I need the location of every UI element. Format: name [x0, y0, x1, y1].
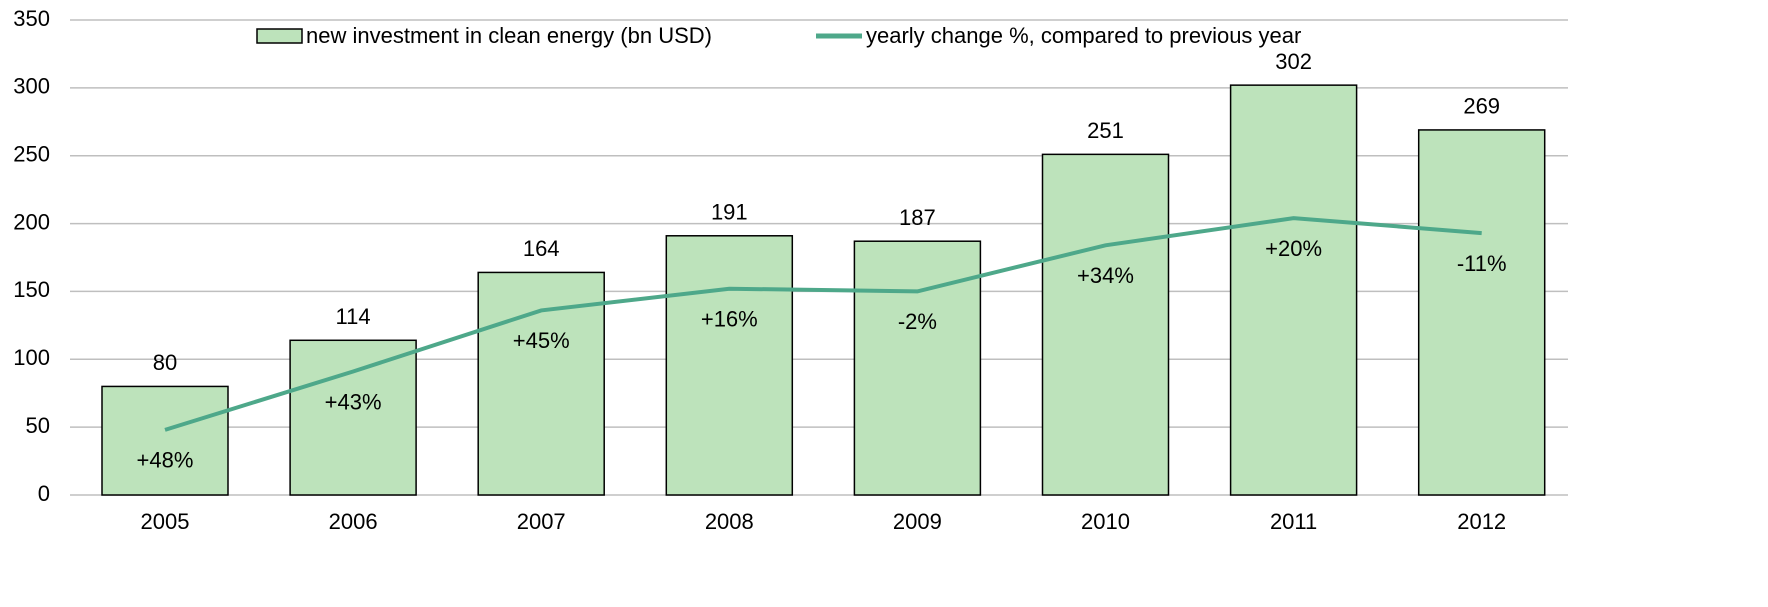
line-value-label: +34%	[1077, 263, 1134, 288]
line-value-label: -11%	[1457, 251, 1507, 276]
bar	[1229, 84, 1358, 496]
x-tick-label: 2005	[141, 509, 190, 534]
bar-value-label: 251	[1087, 118, 1124, 143]
line-value-label: +16%	[701, 307, 758, 332]
y-tick-label: 250	[13, 142, 50, 167]
x-tick-label: 2009	[893, 509, 942, 534]
bar-value-label: 80	[153, 350, 177, 375]
legend-swatch	[256, 28, 303, 44]
x-tick-label: 2010	[1081, 509, 1130, 534]
y-tick-label: 0	[38, 481, 50, 506]
y-tick-label: 300	[13, 74, 50, 99]
x-tick-label: 2011	[1270, 509, 1317, 534]
x-tick-label: 2007	[517, 509, 566, 534]
line-value-label: +48%	[137, 448, 194, 473]
bar	[1041, 153, 1170, 496]
bar-value-label: 187	[899, 205, 936, 230]
line-value-label: +20%	[1265, 236, 1322, 261]
line-value-label: +43%	[325, 389, 382, 414]
bar	[101, 385, 229, 496]
bar	[853, 240, 982, 496]
bar	[1417, 129, 1546, 496]
bar	[665, 235, 794, 496]
legend-label: yearly change %, compared to previous ye…	[866, 23, 1301, 48]
line	[164, 216, 1482, 432]
y-tick-label: 350	[13, 6, 50, 31]
bar-value-label: 191	[711, 200, 748, 225]
x-tick-label: 2012	[1457, 509, 1506, 534]
y-tick-label: 100	[13, 345, 50, 370]
y-tick-label: 200	[13, 209, 50, 234]
line-value-label: -2%	[898, 309, 937, 334]
bar-value-label: 164	[523, 236, 560, 261]
y-tick-label: 50	[26, 413, 50, 438]
bar-value-label: 114	[336, 304, 371, 329]
y-tick-label: 150	[13, 277, 50, 302]
bar	[289, 339, 417, 496]
line-value-label: +45%	[513, 328, 570, 353]
bar-value-label: 302	[1275, 49, 1312, 74]
x-tick-label: 2008	[705, 509, 754, 534]
bar-value-label: 269	[1463, 94, 1500, 119]
legend-label: new investment in clean energy (bn USD)	[306, 23, 712, 48]
x-tick-label: 2006	[329, 509, 378, 534]
